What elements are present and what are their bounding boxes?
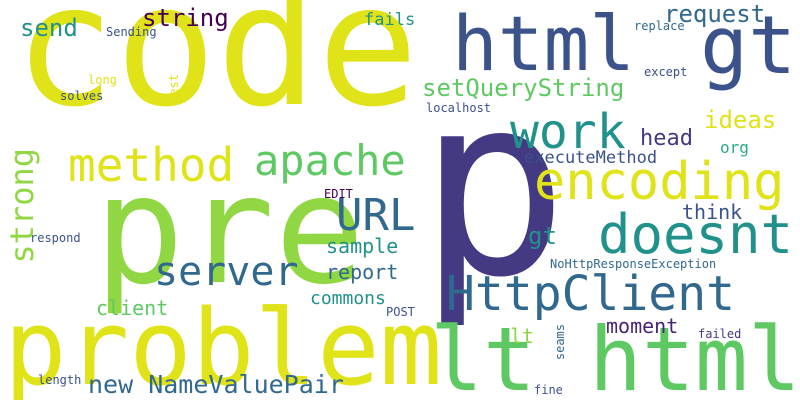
word-moment: moment	[606, 314, 679, 338]
word-apache: apache	[254, 136, 406, 185]
word-gt: gt	[700, 0, 797, 92]
word-length: length	[38, 373, 82, 387]
word-except: except	[644, 65, 688, 79]
word-report: report	[326, 260, 399, 284]
word-commons: commons	[310, 288, 386, 309]
word-nohttpresponseexception: NoHttpResponseException	[550, 257, 717, 271]
word-send: send	[20, 14, 78, 42]
word-new-namevaluepair: new NameValuePair	[88, 370, 344, 399]
word-respond: respond	[30, 231, 81, 245]
word-url: URL	[336, 190, 416, 241]
word-gt-small: gt	[528, 222, 557, 250]
word-fails: fails	[364, 10, 416, 30]
word-method: method	[68, 138, 235, 192]
word-executemethod: executeMethod	[524, 148, 658, 168]
word-string: string	[142, 4, 229, 32]
word-replace: replace	[634, 19, 685, 33]
word-failed: failed	[698, 327, 742, 341]
word-lt-small: lt	[510, 324, 535, 348]
word-html: html	[452, 0, 636, 88]
word-request: request	[664, 0, 766, 28]
word-post: POST	[386, 305, 415, 319]
word-long: long	[88, 73, 117, 87]
word-encoding: encoding	[534, 152, 785, 212]
word-sending: Sending	[106, 25, 157, 39]
word-server: server	[154, 249, 299, 295]
word-solves: solves	[60, 89, 104, 103]
word-setquerystring: setQueryString	[422, 74, 625, 102]
word-problem: problem	[4, 287, 443, 400]
word-strong: strong	[3, 148, 41, 264]
word-work: work	[510, 104, 626, 160]
word-test: test	[167, 74, 181, 103]
word-localhost: localhost	[426, 101, 492, 115]
word-edit: EDIT	[324, 187, 353, 201]
word-think: think	[682, 200, 743, 224]
word-lt-html: lt html	[430, 308, 800, 400]
word-client: client	[96, 296, 169, 320]
word-seams: seams	[553, 324, 567, 361]
word-fine: fine	[534, 383, 563, 397]
word-org: org	[720, 138, 749, 157]
word-code: code	[14, 0, 419, 144]
word-pre: pre	[94, 144, 365, 318]
word-httpclient: HttpClient	[446, 266, 735, 322]
word-head: head	[640, 126, 693, 151]
word-p: p	[418, 41, 569, 332]
word-sample: sample	[326, 234, 399, 258]
word-ideas: ideas	[704, 106, 777, 134]
word-doesnt: doesnt	[598, 203, 794, 266]
